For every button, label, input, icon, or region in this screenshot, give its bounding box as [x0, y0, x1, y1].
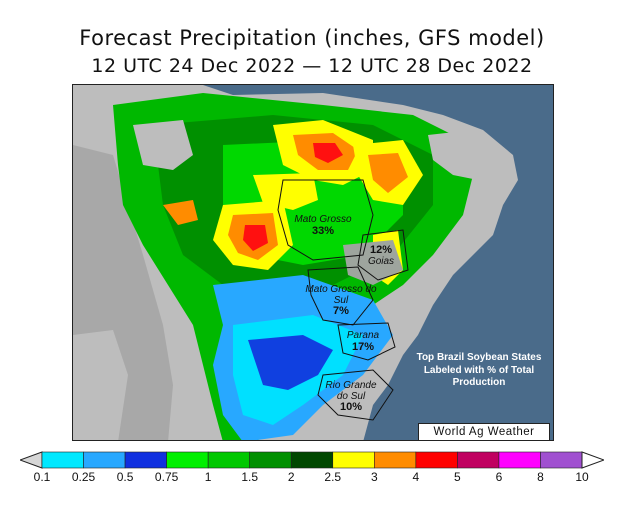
color-bar-swatch — [207, 451, 250, 469]
color-bar-swatch — [249, 451, 292, 469]
legend-note: Top Brazil Soybean States Labeled with %… — [416, 352, 542, 388]
color-bar-tick-label: 10 — [575, 470, 589, 484]
color-bar-tick-label: 0.5 — [116, 470, 134, 484]
state-outline-goias — [357, 229, 409, 281]
state-outline-mato-grosso-do-sul — [307, 266, 374, 326]
credit-box: World Ag Weather — [418, 423, 550, 441]
color-bar-swatch — [124, 451, 167, 469]
color-bar-tick-label: 1.5 — [241, 470, 259, 484]
color-bar-swatch — [374, 451, 417, 469]
color-bar-swatch — [457, 451, 500, 469]
state-label-mato-grosso-do-sul: Mato Grosso do Sul 7% — [305, 284, 377, 317]
color-bar-high-arrow — [581, 451, 604, 469]
state-outline-rio-grande-do-sul — [317, 369, 394, 421]
state-label-mato-grosso: Mato Grosso 33% — [294, 214, 352, 237]
color-bar-tick-label: 0.75 — [154, 470, 179, 484]
state-label-parana: Parana 17% — [346, 330, 380, 353]
color-bar-low-arrow — [20, 451, 43, 469]
color-bar-swatch — [166, 451, 209, 469]
precipitation-map: Mato Grosso 33% 12% Goias Mato Grosso do… — [72, 84, 554, 441]
map-subtitle: 12 UTC 24 Dec 2022 — 12 UTC 28 Dec 2022 — [91, 55, 533, 77]
color-bar-tick-label: 0.25 — [71, 470, 96, 484]
color-bar-swatch — [41, 451, 84, 469]
color-bar-tick-label: 1 — [204, 470, 212, 484]
color-bar — [20, 451, 604, 469]
color-bar-tick-label: 2.5 — [324, 470, 342, 484]
state-outline-mato-grosso — [277, 179, 374, 261]
color-bar-swatch — [498, 451, 541, 469]
state-label-rio-grande-do-sul: Rio Grande do Sul 10% — [325, 380, 377, 413]
color-bar-swatch — [290, 451, 334, 469]
color-bar-swatch — [332, 451, 375, 469]
color-bar-tick-label: 2 — [287, 470, 295, 484]
color-bar-tick-label: 4 — [412, 470, 420, 484]
map-title: Forecast Precipitation (inches, GFS mode… — [79, 26, 545, 50]
color-bar-swatch — [415, 451, 458, 469]
state-outline-parana — [337, 322, 396, 361]
color-bar-tick-label: 5 — [454, 470, 461, 484]
color-bar-swatch — [540, 451, 583, 469]
map-canvas — [73, 85, 553, 440]
color-bar-swatch — [83, 451, 126, 469]
color-bar-tick-label: 0.1 — [33, 470, 51, 484]
color-bar-tick-label: 6 — [495, 470, 503, 484]
color-bar-tick-label: 8 — [537, 470, 544, 484]
state-label-goias: 12% Goias — [367, 244, 395, 267]
color-bar-tick-label: 3 — [370, 470, 378, 484]
